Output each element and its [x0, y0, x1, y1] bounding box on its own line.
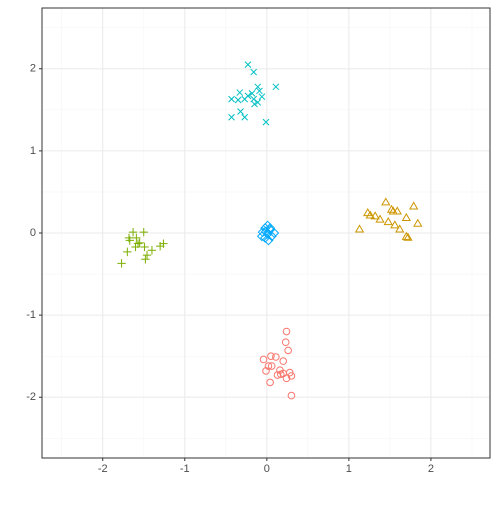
point	[236, 89, 244, 96]
point	[248, 90, 256, 97]
point	[375, 214, 385, 223]
point	[272, 353, 280, 361]
point	[260, 226, 272, 237]
point	[142, 250, 152, 260]
point	[241, 113, 249, 121]
point	[287, 391, 296, 400]
x-tick-label: 0	[264, 463, 270, 475]
point	[370, 211, 380, 220]
x-tick-label: 1	[346, 463, 352, 475]
point	[383, 217, 393, 226]
point	[266, 378, 274, 387]
point	[254, 99, 262, 106]
point	[256, 87, 263, 95]
point	[401, 212, 411, 222]
point	[117, 259, 126, 268]
y-tick-label: -2	[26, 391, 36, 403]
point	[139, 227, 148, 237]
point	[123, 247, 132, 257]
point	[363, 207, 373, 217]
point	[128, 227, 138, 237]
point	[124, 233, 134, 243]
point	[266, 231, 277, 242]
point	[282, 327, 291, 336]
point	[279, 357, 288, 365]
y-tick-label: 2	[30, 63, 36, 75]
point	[250, 68, 258, 76]
x-tick-label: 2	[428, 463, 434, 475]
point	[140, 242, 149, 252]
point	[262, 118, 270, 126]
point	[282, 374, 291, 383]
point	[159, 239, 168, 248]
point	[272, 83, 280, 91]
point	[263, 235, 274, 246]
point	[365, 210, 375, 219]
point	[262, 367, 270, 375]
point	[413, 218, 423, 227]
point	[276, 370, 285, 379]
point	[354, 224, 365, 233]
point	[395, 224, 405, 233]
point	[401, 231, 411, 240]
point	[244, 61, 252, 69]
point	[409, 201, 419, 210]
point	[258, 93, 266, 101]
point	[265, 223, 276, 234]
point	[234, 96, 242, 104]
point	[267, 352, 275, 360]
point	[259, 355, 268, 364]
point	[281, 338, 290, 347]
x-tick-label: -1	[180, 463, 190, 475]
point	[386, 204, 397, 213]
x-tick-label: -2	[98, 463, 108, 475]
y-tick-label: -1	[26, 309, 36, 321]
point	[273, 371, 282, 379]
point	[388, 206, 398, 215]
y-tick-label: 1	[30, 145, 36, 157]
point	[381, 197, 391, 206]
point	[390, 220, 400, 229]
point	[228, 113, 235, 121]
point	[254, 83, 262, 91]
point	[403, 232, 413, 241]
point	[228, 95, 235, 103]
point	[131, 242, 140, 252]
y-tick-label: 0	[30, 227, 36, 239]
point	[284, 346, 292, 355]
point	[237, 108, 244, 115]
point	[147, 246, 157, 255]
point	[267, 362, 276, 370]
point	[132, 233, 141, 243]
point	[135, 238, 144, 248]
point	[251, 100, 258, 108]
point	[241, 95, 249, 103]
point	[141, 255, 150, 264]
